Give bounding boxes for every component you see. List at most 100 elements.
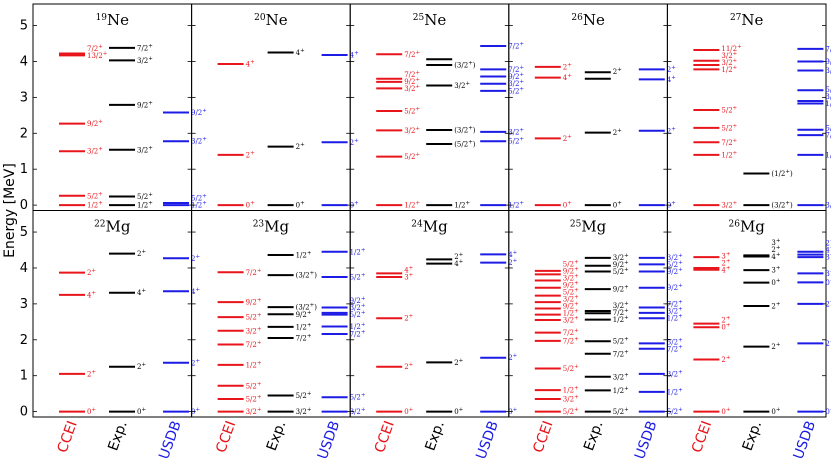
level-label-usdb: 3/2+ [825, 92, 831, 101]
level-label-cceI: 5/2+ [246, 381, 262, 390]
level-label-usdb: 3/2+ [191, 137, 207, 146]
level-label-exp: 1/2+ [613, 386, 629, 395]
column-label-exp: Exp. [740, 419, 765, 453]
level-label-cceI: 7/2+ [246, 340, 262, 349]
level-label-cceI: 4+ [404, 265, 413, 274]
level-label-exp: 3/2+ [613, 253, 629, 262]
panel-frame [349, 210, 510, 418]
level-label-cceI: 7/2+ [87, 44, 103, 53]
level-label-usdb: 2+ [825, 339, 831, 348]
level-label-exp: 3/2+ [137, 56, 153, 65]
y-tick-label: 0 [20, 405, 28, 420]
level-label-cceI: 7/2+ [563, 328, 579, 337]
level-label-exp: 3/2+ [613, 372, 629, 381]
level-label-exp: 3/2+ [137, 145, 153, 154]
nucleus-title: 23Mg [253, 218, 290, 236]
nucleus-title: 25Ne [413, 11, 447, 29]
level-label-cceI: 3/2+ [563, 316, 579, 325]
level-label-usdb: 7/2+ [667, 300, 683, 309]
y-tick-label: 0 [20, 198, 28, 213]
level-label-cceI: 1/2+ [87, 201, 103, 210]
column-label-cceI: CCEI [689, 419, 715, 455]
level-label-cceI: 0+ [721, 323, 730, 332]
level-label-cceI: 2+ [87, 369, 96, 378]
level-label-usdb: 7/2+ [508, 65, 524, 74]
nucleus-title: 27Ne [730, 11, 764, 29]
level-label-exp: 3+ [771, 266, 780, 275]
level-label-usdb: 0+ [508, 407, 517, 416]
level-label-exp: 3+ [771, 238, 780, 247]
level-label-exp: (5/2+) [454, 140, 476, 149]
level-label-exp: 9/2+ [613, 285, 629, 294]
level-label-cceI: 9/2+ [87, 119, 103, 128]
level-label-usdb: 1/2+ [825, 99, 831, 108]
level-label-exp: 1/2+ [296, 251, 312, 260]
y-tick-label: 3 [20, 297, 28, 312]
level-label-usdb: 9/2+ [667, 283, 683, 292]
level-label-exp: 7/2+ [613, 349, 629, 358]
level-label-cceI: 2+ [246, 150, 255, 159]
panel-19Ne: 01234519Ne1/2+5/2+3/2+9/2+13/2+7/2+1/2+5… [20, 3, 207, 213]
level-label-exp: 1/2+ [454, 201, 470, 210]
nucleus-title: 19Ne [96, 11, 130, 29]
level-label-usdb: 3/2+ [825, 66, 831, 75]
level-label-cceI: 3+ [404, 272, 413, 281]
level-label-cceI: 3/2+ [246, 326, 262, 335]
column-label-usdb: USDB [791, 419, 820, 462]
level-label-usdb: 9/2+ [191, 108, 207, 117]
level-label-cceI: 3/2+ [563, 295, 579, 304]
y-tick-label: 3 [20, 90, 28, 105]
level-label-exp: (3/2+) [296, 271, 318, 280]
level-label-cceI: 4+ [87, 290, 96, 299]
panel-frame [32, 210, 193, 418]
level-label-exp: 9/2+ [613, 260, 629, 269]
nucleus-title: 22Mg [94, 218, 131, 236]
level-label-exp: 0+ [454, 407, 463, 416]
level-label-cceI: 9/2+ [563, 267, 579, 276]
level-label-cceI: 2+ [87, 268, 96, 277]
level-label-exp: 0+ [613, 201, 622, 210]
level-label-cceI: 5/2+ [563, 364, 579, 373]
level-label-cceI: 3/2+ [563, 395, 579, 404]
level-label-cceI: 5/2+ [563, 407, 579, 416]
level-label-cceI: 13/2+ [87, 51, 108, 60]
level-label-cceI: 2+ [563, 62, 572, 71]
level-label-cceI: 4+ [246, 59, 255, 68]
level-label-exp: 3/2+ [613, 301, 629, 310]
panel-frame [191, 3, 351, 211]
level-label-cceI: 11/2+ [721, 44, 742, 53]
column-label-cceI: CCEI [55, 419, 81, 455]
level-label-exp: (3/2+) [454, 61, 476, 70]
panel-27Ne: 27Ne3/2+1/2+7/2+5/2+5/2+1/2+3/2+3/2+11/2… [666, 3, 831, 211]
level-label-exp: 4+ [137, 288, 146, 297]
level-label-cceI: 1/2+ [721, 65, 737, 74]
level-label-exp: 5/2+ [613, 267, 629, 276]
level-label-usdb: 7/2+ [508, 42, 524, 51]
level-label-cceI: 3/2+ [404, 126, 420, 135]
level-label-usdb: 7/2+ [667, 344, 683, 353]
level-label-exp: 2+ [771, 342, 780, 351]
level-label-exp: 7/2+ [613, 308, 629, 317]
level-label-usdb: 3/2+ [508, 127, 524, 136]
panel-20Ne: 20Ne 0+ 2+ 4+ 0+ 2+ 4+ 0+ 2+ 4+ [191, 3, 359, 211]
level-label-exp: (3/2+) [296, 303, 318, 312]
level-label-usdb: 3+ [825, 253, 831, 262]
panel-25Mg: 25Mg5/2+3/2+1/2+5/2+7/2+7/2+3/2+1/2+9/2+… [508, 210, 683, 462]
level-label-exp: 4+ [296, 48, 305, 57]
level-label-usdb: 1/2+ [350, 247, 366, 256]
level-label-usdb: 0+ [191, 407, 200, 416]
level-label-cceI: 9/2+ [563, 302, 579, 311]
level-label-exp: 3/2+ [454, 81, 470, 90]
y-tick-label: 2 [20, 333, 28, 348]
level-label-exp: 9/2+ [296, 310, 312, 319]
level-label-usdb: 2+ [191, 254, 200, 263]
nucleus-title: 24Mg [411, 218, 448, 236]
level-label-cceI: 0+ [87, 407, 96, 416]
level-label-cceI: 2+ [721, 258, 730, 267]
level-label-exp: 2+ [613, 67, 622, 76]
level-label-exp: 4+ [454, 259, 463, 268]
level-label-cceI: 5/2+ [563, 260, 579, 269]
nucleus-title: 26Ne [571, 11, 605, 29]
